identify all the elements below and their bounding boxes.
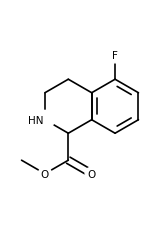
Circle shape — [36, 111, 54, 130]
Circle shape — [38, 167, 52, 180]
Circle shape — [108, 51, 122, 64]
Circle shape — [85, 167, 98, 180]
Text: F: F — [112, 51, 118, 61]
Text: HN: HN — [28, 115, 44, 125]
Text: O: O — [41, 169, 49, 179]
Text: O: O — [88, 169, 96, 179]
